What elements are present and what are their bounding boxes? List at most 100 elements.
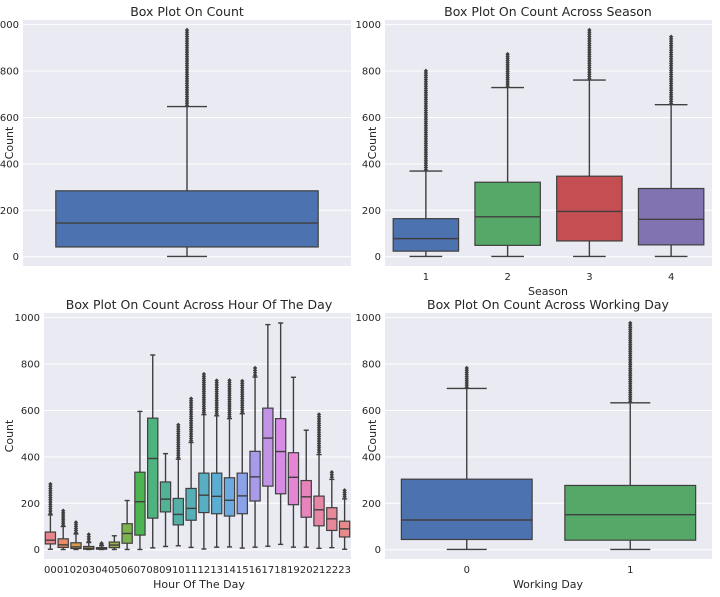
outlier-point [505,51,510,57]
outlier-point [587,27,592,33]
outlier-point [240,400,245,406]
outlier-point [188,400,194,406]
plot-area [44,313,351,559]
box-group [147,354,159,549]
outlier-point [184,41,190,46]
outlier-point [188,411,194,417]
outlier-point [184,103,190,108]
outlier-point [188,396,194,401]
outlier-point [252,365,258,371]
box [147,417,159,519]
box [172,497,185,526]
outlier-point [184,47,190,53]
outlier-point [668,87,674,93]
box-group [313,412,325,550]
outlier-point [240,398,245,404]
box-group [262,323,274,547]
outlier-point [48,502,53,507]
outlier-point [587,34,592,39]
outlier-point [240,407,245,412]
y-tick-label: 400 [362,159,381,170]
outlier-point [668,67,674,73]
outlier-point [188,409,194,415]
outlier-point [587,45,592,50]
x-tick-label: 2 [504,272,510,283]
outlier-point [668,99,674,104]
outlier-point [214,409,219,414]
box-group [287,376,300,548]
outlier-point [668,36,674,42]
x-axis-label: Season [528,285,568,298]
outlier-point [188,431,194,437]
outlier-point [252,370,258,375]
x-tick-label: 22 [325,565,338,576]
outlier-point [184,67,190,73]
outlier-point [86,539,91,544]
outlier-point [668,50,674,55]
y-tick-label: 400 [362,452,381,463]
y-tick-label: 200 [362,499,381,510]
outlier-point [316,445,322,450]
outlier-point [201,371,207,377]
box-group [474,51,541,258]
box [274,417,287,495]
box [564,484,697,541]
box-group [134,410,146,551]
outlier-point [587,41,592,46]
x-tick-label: 11 [185,565,198,576]
outlier-point [214,391,219,397]
outlier-point [668,76,674,82]
outlier-point [240,403,245,408]
x-tick-label: 17 [261,565,274,576]
outlier-point [184,29,190,35]
y-tick-label: 0 [13,252,19,263]
outlier-point [99,541,104,546]
outlier-point [86,536,91,542]
y-tick-label: 200 [21,499,40,510]
outlier-point [188,405,194,410]
outlier-point [316,414,322,419]
outlier-point [184,85,190,90]
outlier-point [184,74,190,79]
box-group [274,322,287,546]
outlier-point [214,380,219,385]
box-group [400,365,533,551]
outlier-point [668,74,674,80]
y-tick-label: 1000 [356,20,381,31]
outlier-point [188,425,194,430]
x-tick-labels: 1 2 3 4 [423,272,675,283]
box-marks [392,27,705,258]
x-axis-label: Working Day [513,578,584,591]
outlier-point [188,420,194,426]
y-tick-label: 600 [362,406,381,417]
box-group [55,27,319,258]
outlier-point [214,407,219,412]
outlier-point [184,56,190,62]
outlier-point [668,79,674,84]
outlier-point [316,418,322,424]
outlier-point [184,94,190,99]
outlier-point [188,398,194,404]
outlier-point [316,450,322,455]
outlier-point [184,61,190,66]
outlier-point [214,405,219,410]
x-tick-label: 02 [70,565,83,576]
outlier-point [184,58,190,64]
outlier-point [188,414,194,419]
outlier-point [316,447,322,453]
outlier-point [184,63,190,68]
outlier-point [668,85,674,91]
outlier-point [587,49,592,55]
outlier-point [316,430,322,435]
outlier-point [214,389,219,394]
outlier-point [240,394,245,399]
outlier-point [668,92,674,97]
chart-title: Box Plot On Count Across Working Day [427,297,670,312]
box [210,472,223,515]
outlier-point [188,422,194,428]
outlier-point [240,381,245,386]
box-group [637,34,705,258]
outlier-point [668,41,674,46]
outlier-point [48,506,53,511]
